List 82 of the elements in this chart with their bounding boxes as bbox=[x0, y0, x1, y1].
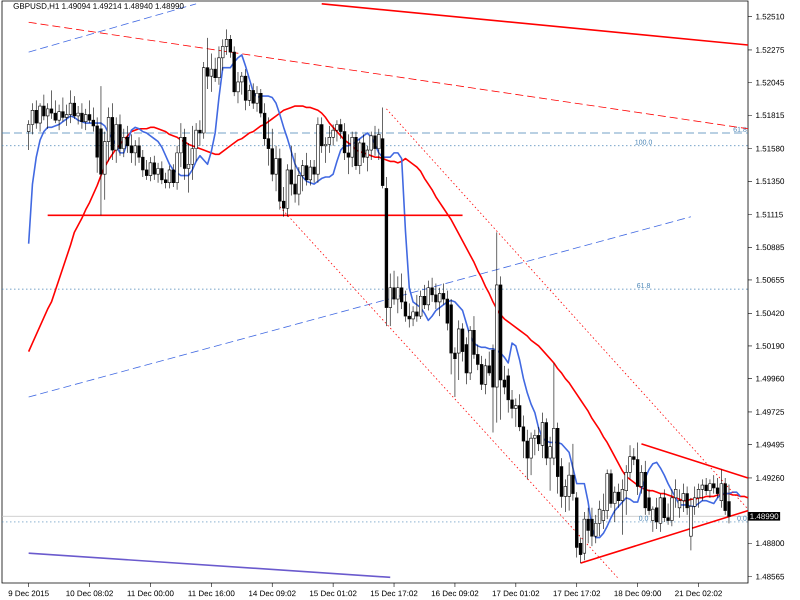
candlestick bbox=[152, 155, 156, 180]
y-tick-label: 1.50420 bbox=[756, 310, 784, 316]
candlestick bbox=[301, 160, 304, 192]
candlestick bbox=[644, 460, 647, 516]
candlestick bbox=[110, 102, 114, 160]
candlestick bbox=[537, 426, 540, 452]
candlestick bbox=[114, 117, 118, 164]
y-tick-label: 1.49725 bbox=[756, 409, 784, 415]
x-tick-label: 15 Dec 01:02 bbox=[310, 590, 357, 596]
candlestick bbox=[293, 152, 297, 203]
candlestick bbox=[156, 162, 160, 183]
candlestick bbox=[392, 270, 396, 306]
y-tick-label: 1.48565 bbox=[756, 574, 784, 580]
candlestick bbox=[144, 160, 148, 180]
candlestick bbox=[194, 122, 198, 162]
candlestick bbox=[30, 102, 34, 135]
candlestick bbox=[498, 276, 502, 420]
y-tick-label: 1.50655 bbox=[756, 277, 784, 283]
candlestick bbox=[716, 478, 720, 498]
y-tick-label: 1.51815 bbox=[756, 112, 784, 118]
candlestick bbox=[68, 90, 72, 124]
x-tick-label: 11 Dec 16:00 bbox=[188, 590, 235, 596]
candlestick bbox=[252, 83, 255, 110]
candlestick bbox=[582, 512, 586, 561]
candlestick bbox=[670, 489, 674, 527]
y-tick-label: 1.49260 bbox=[756, 475, 784, 481]
chart-title: GBPUSD,H1 1.49094 1.49214 1.48940 1.48990 bbox=[14, 3, 184, 10]
candlestick bbox=[426, 280, 430, 311]
candlestick bbox=[244, 68, 248, 111]
candlestick bbox=[88, 100, 92, 124]
candlestick bbox=[654, 498, 658, 530]
candlestick bbox=[404, 290, 408, 322]
candlestick bbox=[350, 131, 354, 168]
y-tick-label: 1.50190 bbox=[756, 343, 784, 349]
x-tick-label: 9 Dec 2015 bbox=[8, 590, 49, 596]
x-tick-label: 17 Dec 01:02 bbox=[492, 590, 540, 596]
candlestick bbox=[316, 117, 320, 183]
y-tick-label: 1.51350 bbox=[756, 178, 784, 184]
candlestick bbox=[148, 156, 152, 182]
candlestick bbox=[61, 97, 65, 122]
candlestick bbox=[308, 160, 312, 186]
candlestick bbox=[609, 469, 613, 508]
y-tick-label: 1.51580 bbox=[756, 146, 784, 152]
candlestick bbox=[331, 124, 335, 146]
candlestick bbox=[286, 164, 290, 218]
candlestick bbox=[636, 442, 640, 496]
x-tick-label: 18 Dec 09:00 bbox=[614, 590, 662, 596]
candlestick bbox=[118, 114, 122, 156]
candlestick bbox=[484, 358, 488, 395]
y-tick-label: 1.49495 bbox=[756, 442, 784, 448]
candlestick bbox=[76, 106, 80, 125]
candlestick bbox=[224, 29, 228, 56]
candlestick bbox=[712, 474, 716, 494]
y-tick-label: 1.49960 bbox=[756, 376, 784, 382]
x-tick-label: 14 Dec 09:02 bbox=[249, 590, 296, 596]
x-tick-label: 15 Dec 17:02 bbox=[370, 590, 418, 596]
candlestick bbox=[480, 356, 484, 390]
candlestick bbox=[720, 469, 724, 508]
y-tick-label: 1.48800 bbox=[756, 540, 784, 546]
candlestick bbox=[415, 294, 419, 322]
candlestick bbox=[278, 148, 282, 210]
y-tick-label: 1.52275 bbox=[756, 47, 784, 53]
candlestick bbox=[438, 287, 442, 316]
candlestick bbox=[134, 140, 137, 166]
x-tick-label: 10 Dec 08:02 bbox=[66, 590, 113, 596]
candlestick bbox=[529, 432, 533, 476]
x-tick-label: 17 Dec 17:02 bbox=[554, 590, 600, 596]
candlestick bbox=[727, 484, 731, 524]
candlestick bbox=[704, 478, 708, 496]
candlestick bbox=[606, 469, 609, 520]
ref-line-label: 1.48990 bbox=[750, 513, 778, 520]
x-tick-label: 16 Dec 09:02 bbox=[432, 590, 478, 596]
candlestick bbox=[80, 102, 84, 130]
candlestick bbox=[335, 120, 339, 142]
y-tick-label: 1.52045 bbox=[756, 80, 784, 86]
x-tick-label: 11 Dec 00:00 bbox=[128, 590, 174, 596]
candlestick bbox=[514, 398, 518, 428]
y-tick-label: 1.50885 bbox=[756, 244, 784, 250]
y-tick-label: 1.51115 bbox=[756, 212, 783, 218]
y-tick-label: 1.52510 bbox=[756, 14, 784, 20]
candlestick bbox=[160, 161, 164, 184]
x-tick-label: 21 Dec 02:02 bbox=[675, 590, 722, 596]
